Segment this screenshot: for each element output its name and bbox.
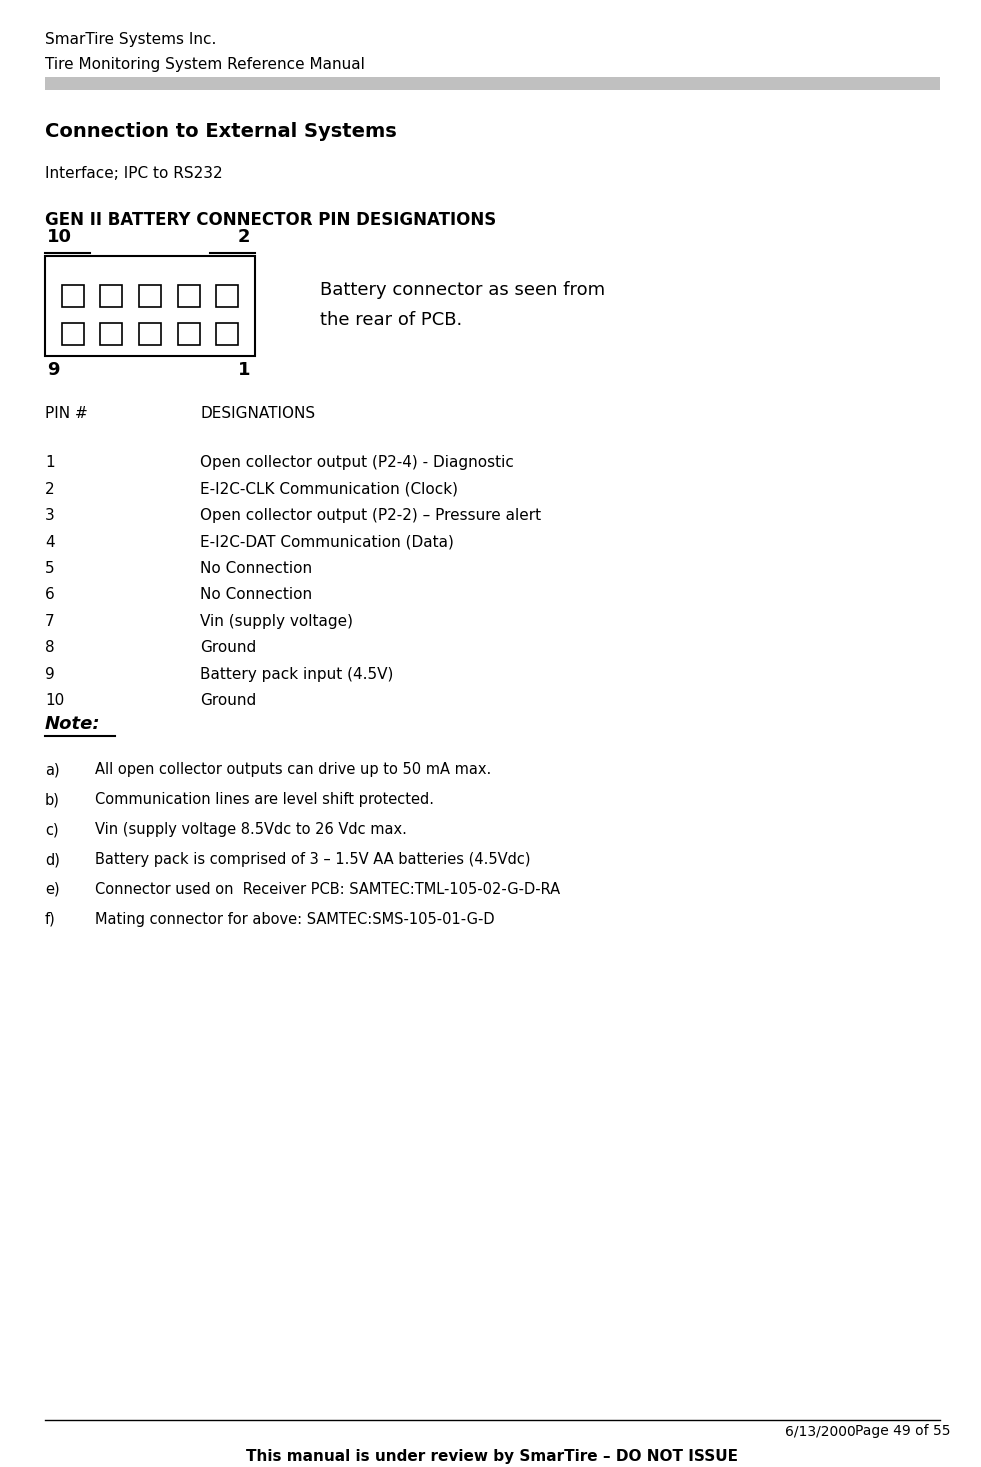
Text: Vin (supply voltage 8.5Vdc to 26 Vdc max.: Vin (supply voltage 8.5Vdc to 26 Vdc max… <box>95 822 407 838</box>
FancyBboxPatch shape <box>139 285 161 307</box>
Text: 10: 10 <box>45 692 64 709</box>
Text: d): d) <box>45 852 60 867</box>
Text: Page 49 of 55: Page 49 of 55 <box>855 1424 951 1438</box>
Text: b): b) <box>45 792 60 807</box>
Text: Battery pack is comprised of 3 – 1.5V AA batteries (4.5Vdc): Battery pack is comprised of 3 – 1.5V AA… <box>95 852 531 867</box>
FancyBboxPatch shape <box>62 323 83 345</box>
Text: No Connection: No Connection <box>200 560 312 577</box>
FancyBboxPatch shape <box>178 285 200 307</box>
Bar <box>45 257 255 356</box>
Text: 1: 1 <box>45 455 55 471</box>
Text: the rear of PCB.: the rear of PCB. <box>320 311 462 329</box>
Text: 6: 6 <box>45 587 55 603</box>
Text: GEN II BATTERY CONNECTOR PIN DESIGNATIONS: GEN II BATTERY CONNECTOR PIN DESIGNATION… <box>45 211 496 229</box>
Text: No Connection: No Connection <box>200 587 312 603</box>
Text: Communication lines are level shift protected.: Communication lines are level shift prot… <box>95 792 434 807</box>
Text: Ground: Ground <box>200 640 256 656</box>
FancyBboxPatch shape <box>100 285 123 307</box>
Text: 7: 7 <box>45 613 55 629</box>
Text: f): f) <box>45 912 56 927</box>
Text: 8: 8 <box>45 640 55 656</box>
Text: Tire Monitoring System Reference Manual: Tire Monitoring System Reference Manual <box>45 57 365 72</box>
Text: Connection to External Systems: Connection to External Systems <box>45 122 396 141</box>
Text: 6/13/2000: 6/13/2000 <box>785 1424 855 1438</box>
Text: DESIGNATIONS: DESIGNATIONS <box>200 405 315 421</box>
Text: Vin (supply voltage): Vin (supply voltage) <box>200 613 353 629</box>
Text: 2: 2 <box>45 481 55 497</box>
Text: 9: 9 <box>45 666 55 682</box>
Text: 4: 4 <box>45 534 55 550</box>
Text: Mating connector for above: SAMTEC:SMS-105-01-G-D: Mating connector for above: SAMTEC:SMS-1… <box>95 912 494 927</box>
Text: Connector used on  Receiver PCB: SAMTEC:TML-105-02-G-D-RA: Connector used on Receiver PCB: SAMTEC:T… <box>95 882 560 896</box>
Text: 5: 5 <box>45 560 55 577</box>
Text: 9: 9 <box>47 361 60 378</box>
Text: Battery pack input (4.5V): Battery pack input (4.5V) <box>200 666 393 682</box>
Text: E-I2C-DAT Communication (Data): E-I2C-DAT Communication (Data) <box>200 534 454 550</box>
Text: Interface; IPC to RS232: Interface; IPC to RS232 <box>45 166 223 182</box>
Text: 2: 2 <box>237 229 250 246</box>
Text: Open collector output (P2-4) - Diagnostic: Open collector output (P2-4) - Diagnosti… <box>200 455 514 471</box>
Text: PIN #: PIN # <box>45 405 87 421</box>
Text: SmarTire Systems Inc.: SmarTire Systems Inc. <box>45 32 217 47</box>
Text: All open collector outputs can drive up to 50 mA max.: All open collector outputs can drive up … <box>95 763 491 778</box>
FancyBboxPatch shape <box>62 285 83 307</box>
Text: Battery connector as seen from: Battery connector as seen from <box>320 282 605 299</box>
FancyBboxPatch shape <box>178 323 200 345</box>
FancyBboxPatch shape <box>139 323 161 345</box>
Text: Note:: Note: <box>45 714 101 732</box>
FancyBboxPatch shape <box>45 76 940 89</box>
Text: Open collector output (P2-2) – Pressure alert: Open collector output (P2-2) – Pressure … <box>200 508 542 524</box>
FancyBboxPatch shape <box>217 285 238 307</box>
FancyBboxPatch shape <box>217 323 238 345</box>
Text: This manual is under review by SmarTire – DO NOT ISSUE: This manual is under review by SmarTire … <box>246 1449 739 1464</box>
Text: E-I2C-CLK Communication (Clock): E-I2C-CLK Communication (Clock) <box>200 481 458 497</box>
FancyBboxPatch shape <box>100 323 123 345</box>
Text: e): e) <box>45 882 60 896</box>
Text: 3: 3 <box>45 508 55 524</box>
Text: 10: 10 <box>47 229 72 246</box>
Text: c): c) <box>45 822 59 838</box>
Text: 1: 1 <box>237 361 250 378</box>
Text: Ground: Ground <box>200 692 256 709</box>
Text: a): a) <box>45 763 60 778</box>
